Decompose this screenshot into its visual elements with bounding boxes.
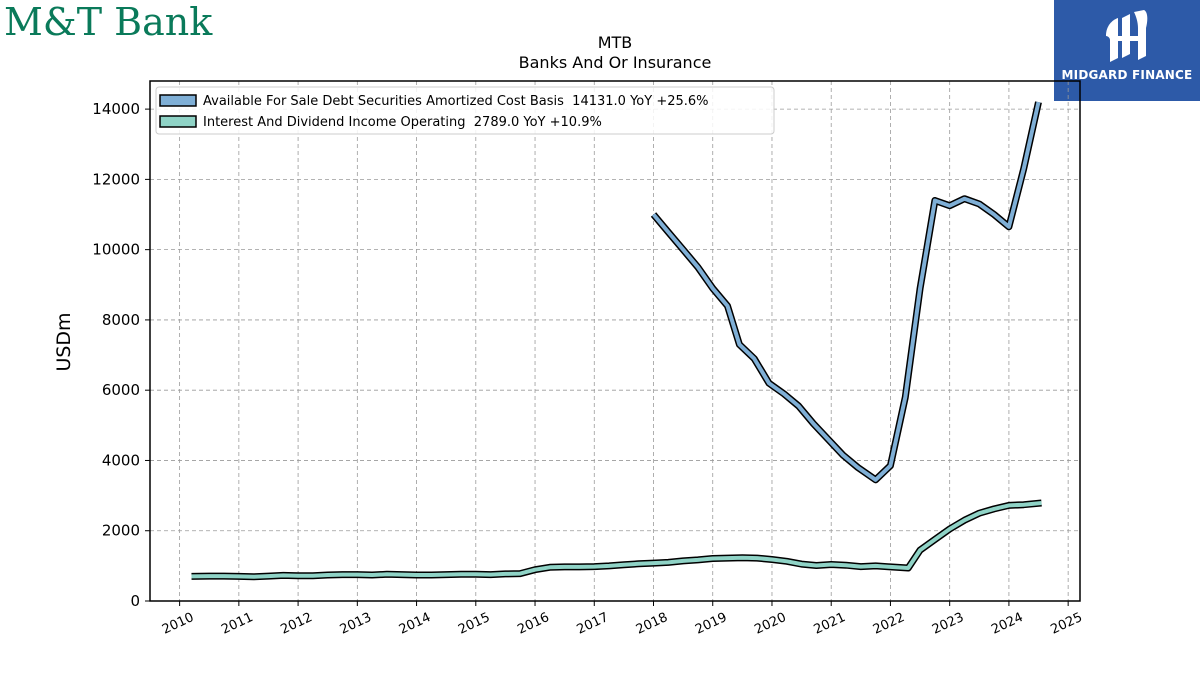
x-tick-label: 2022 <box>871 610 907 638</box>
chart-subtitle: Banks And Or Insurance <box>519 53 712 72</box>
y-tick-label: 8000 <box>102 311 140 329</box>
legend: Available For Sale Debt Securities Amort… <box>155 86 775 135</box>
y-tick-label: 0 <box>130 592 140 610</box>
y-tick-label: 14000 <box>92 100 140 118</box>
y-axis-label: USDm <box>53 312 75 371</box>
x-axis: 2010 2011 2012 2013 2014 2015 2016 2017 2018 2019… <box>160 601 1085 638</box>
x-tick-label: 2012 <box>278 610 314 638</box>
y-tick-label: 4000 <box>102 451 140 469</box>
y-tick-label: 2000 <box>102 522 140 540</box>
plot-frame <box>149 80 1081 602</box>
x-tick-label: 2018 <box>634 610 670 638</box>
x-tick-label: 2010 <box>160 610 196 638</box>
y-axis: 0 2000 4000 6000 8000 10000 12000 14000 <box>92 100 150 610</box>
series-layer <box>191 101 1042 581</box>
bank-logo: M&T Bank <box>4 0 213 44</box>
x-tick-label: 2025 <box>1049 610 1085 638</box>
x-tick-label: 2020 <box>752 610 788 638</box>
y-tick-label: 12000 <box>92 170 140 188</box>
x-tick-label: 2014 <box>397 610 433 638</box>
midgard-finance-logo: MIDGARD FINANCE <box>1054 0 1200 101</box>
legend-box <box>155 86 775 135</box>
y-tick-label: 10000 <box>92 241 140 259</box>
x-tick-label: 2015 <box>456 610 492 638</box>
x-tick-label: 2017 <box>575 610 611 638</box>
chart-title: MTB <box>598 33 633 52</box>
legend-swatch-2 <box>159 115 197 128</box>
legend-label-2: Interest And Dividend Income Operating 2… <box>203 115 602 130</box>
grid <box>150 81 1080 602</box>
midgard-mark-icon <box>1106 10 1148 62</box>
midgard-finance-label: MIDGARD FINANCE <box>1061 68 1193 82</box>
x-tick-label: 2024 <box>989 610 1025 638</box>
x-tick-label: 2021 <box>812 610 848 638</box>
legend-label-1: Available For Sale Debt Securities Amort… <box>203 94 709 109</box>
series-2-line <box>191 501 1042 579</box>
legend-swatch-1 <box>159 94 197 107</box>
x-tick-label: 2019 <box>693 610 729 638</box>
series-1-outline <box>650 101 1042 484</box>
x-tick-label: 2023 <box>930 610 966 638</box>
x-tick-label: 2011 <box>219 610 255 638</box>
x-tick-label: 2016 <box>515 610 551 638</box>
series-1-line <box>651 101 1041 482</box>
x-tick-label: 2013 <box>338 610 374 638</box>
y-tick-label: 6000 <box>102 381 140 399</box>
